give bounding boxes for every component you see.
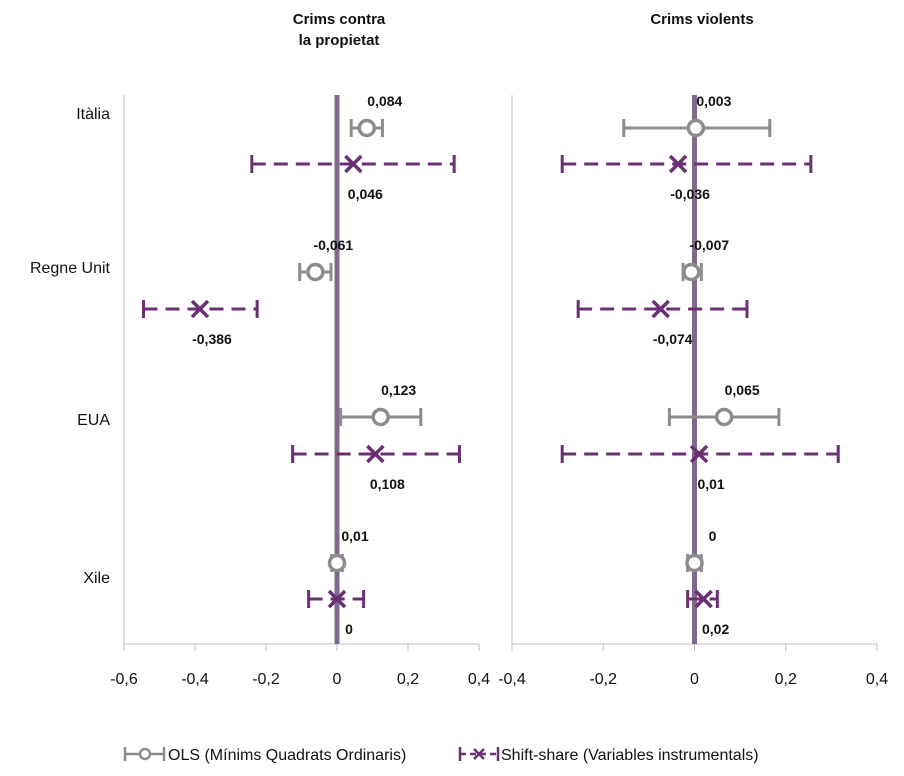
ols-data-label-1-1: -0,007 [689, 237, 729, 253]
x-tick-label-1-3: 0,2 [775, 671, 797, 688]
shift-data-label-0-0: 0,046 [348, 186, 383, 202]
x-tick-label-0-5: 0,4 [468, 671, 490, 688]
ols-data-label-1-2: 0,065 [725, 382, 760, 398]
x-tick-label-1-4: 0,4 [866, 671, 888, 688]
shift-point-0-0 [344, 154, 363, 174]
ols-point-0-0 [357, 118, 377, 138]
x-tick-label-0-4: 0,2 [397, 671, 419, 688]
ols-data-label-1-0: 0,003 [696, 93, 731, 109]
panel-title-0-1: la propietat [299, 32, 380, 49]
shift-data-label-1-1: -0,074 [653, 331, 693, 347]
shift-data-label-0-1: -0,386 [192, 331, 232, 347]
ols-data-label-0-2: 0,123 [381, 382, 416, 398]
category-label-3: Xile [83, 570, 110, 587]
legend-shift-label: Shift-share (Variables instrumentals) [501, 747, 759, 764]
shift-data-label-1-3: 0,02 [702, 621, 729, 637]
shift-data-label-0-2: 0,108 [370, 476, 405, 492]
ols-data-label-0-1: -0,061 [313, 237, 353, 253]
x-tick-label-1-1: -0,2 [589, 671, 617, 688]
shift-point-0-3 [327, 589, 347, 609]
ols-data-label-1-3: 0 [709, 528, 717, 544]
shift-data-label-0-3: 0 [345, 621, 353, 637]
x-tick-label-1-0: -0,4 [498, 671, 526, 688]
shift-point-0-1 [190, 299, 210, 319]
legend-ols-marker [138, 747, 152, 761]
shift-point-1-0 [668, 154, 688, 174]
legend-shift-marker [473, 748, 485, 760]
category-label-2: EUA [77, 412, 110, 429]
ols-data-label-0-0: 0,084 [367, 93, 402, 109]
ols-point-0-3 [327, 553, 347, 573]
x-tick-label-0-0: -0,6 [110, 671, 138, 688]
ols-point-0-2 [371, 407, 390, 427]
ols-point-1-0 [686, 118, 706, 138]
shift-point-1-2 [689, 444, 709, 464]
category-label-1: Regne Unit [30, 260, 111, 277]
shift-point-0-2 [366, 444, 385, 464]
ols-point-1-2 [714, 407, 734, 427]
ols-point-1-1 [682, 262, 701, 282]
panel-title-1-0: Crims violents [650, 11, 753, 28]
x-tick-label-0-2: -0,2 [252, 671, 280, 688]
x-tick-label-0-1: -0,4 [181, 671, 209, 688]
category-label-0: Itàlia [76, 106, 110, 123]
panel-title-0-0: Crims contra [293, 11, 386, 28]
shift-data-label-1-2: 0,01 [697, 476, 724, 492]
ols-point-1-3 [685, 553, 704, 573]
x-tick-label-0-3: 0 [333, 671, 342, 688]
ols-data-label-0-3: 0,01 [341, 528, 368, 544]
shift-point-1-3 [694, 589, 713, 609]
legend-ols-label: OLS (Mínims Quadrats Ordinaris) [168, 747, 406, 764]
shift-data-label-1-0: -0,036 [670, 186, 710, 202]
shift-point-1-1 [651, 299, 670, 319]
x-tick-label-1-2: 0 [690, 671, 699, 688]
ols-point-0-1 [306, 262, 325, 282]
